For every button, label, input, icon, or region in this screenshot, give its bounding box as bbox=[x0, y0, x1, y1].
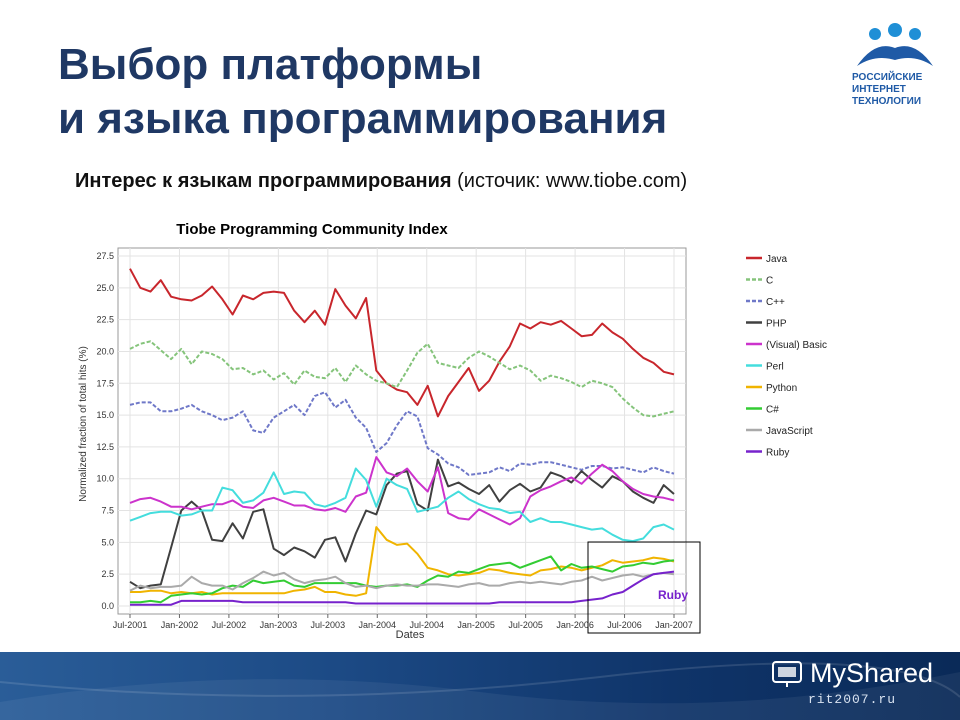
rit-logo-icon bbox=[857, 23, 933, 66]
series-line-java bbox=[129, 268, 675, 418]
legend-label-perl: Perl bbox=[766, 362, 784, 373]
x-axis: Jul-2001 Jan-2002 Jul-2002 Jan-2003 Jul-2003… bbox=[113, 614, 693, 630]
tiobe-chart: Tiobe Programming Community Index 0.0 2.5… bbox=[70, 212, 850, 644]
x-tick-label: Jan-2007 bbox=[655, 620, 693, 630]
y-tick-label: 5.0 bbox=[101, 537, 114, 547]
slide-title: Выбор платформы и языка программирования bbox=[58, 38, 818, 146]
x-tick-label: Jan-2002 bbox=[161, 620, 199, 630]
legend-label-c: C bbox=[766, 276, 773, 287]
series-line-ruby bbox=[130, 570, 675, 606]
logo-line1: РОССИЙСКИЕ bbox=[852, 72, 923, 83]
legend-label-java: Java bbox=[766, 254, 788, 265]
x-tick-label: Jul-2004 bbox=[409, 620, 444, 630]
myshared-logo-icon bbox=[772, 661, 802, 687]
logo-line2: ИНТЕРНЕТ bbox=[852, 84, 906, 95]
legend-label-cpp: C++ bbox=[766, 297, 785, 308]
footer-brand: MyShared bbox=[810, 658, 934, 688]
y-tick-label: 10.0 bbox=[96, 474, 114, 484]
y-tick-label: 27.5 bbox=[96, 251, 114, 261]
series-line-python bbox=[130, 526, 675, 597]
legend-label-visual-basic: (Visual) Basic bbox=[766, 340, 827, 351]
logo-line3: ТЕХНОЛОГИИ bbox=[852, 96, 922, 107]
legend-label-ruby: Ruby bbox=[766, 448, 789, 459]
logo-text: РОССИЙСКИЕ ИНТЕРНЕТ ТЕХНОЛОГИИ bbox=[852, 72, 922, 108]
y-tick-label: 12.5 bbox=[96, 442, 114, 452]
x-tick-label: Jul-2003 bbox=[311, 620, 346, 630]
x-tick-label: Jul-2002 bbox=[212, 620, 247, 630]
series-line-c bbox=[129, 340, 675, 418]
slide-title-line1: Выбор платформы bbox=[58, 40, 483, 89]
legend-label-php: PHP bbox=[766, 319, 787, 330]
x-tick-label: Jan-2005 bbox=[457, 620, 495, 630]
slide-title-line2: и языка программирования bbox=[58, 94, 668, 143]
x-tick-label: Jul-2001 bbox=[113, 620, 148, 630]
y-tick-label: 20.0 bbox=[96, 346, 114, 356]
ruby-highlight-box bbox=[587, 541, 701, 634]
legend-label-javascript: JavaScript bbox=[766, 426, 813, 437]
y-tick-label: 17.5 bbox=[96, 378, 114, 388]
series-line-cpp bbox=[129, 391, 675, 476]
x-tick-label: Jul-2006 bbox=[607, 620, 642, 630]
x-tick-label: Jan-2006 bbox=[556, 620, 594, 630]
chart-caption: Интерес к языкам программирования (источ… bbox=[75, 170, 687, 193]
y-tick-label: 7.5 bbox=[101, 506, 114, 516]
ruby-annotation: Ruby bbox=[658, 588, 688, 602]
footer-site: rit2007.ru bbox=[808, 692, 897, 707]
legend-label-python: Python bbox=[766, 383, 797, 394]
series-line-javascript bbox=[129, 570, 675, 592]
y-tick-label: 22.5 bbox=[96, 315, 114, 325]
y-tick-label: 0.0 bbox=[101, 601, 114, 611]
footer-wave-graphic bbox=[0, 662, 960, 720]
chart-caption-bold: Интерес к языкам программирования bbox=[75, 170, 452, 192]
y-tick-label: 2.5 bbox=[101, 569, 114, 579]
y-tick-label: 25.0 bbox=[96, 283, 114, 293]
y-tick-label: 15.0 bbox=[96, 410, 114, 420]
legend: Java C C++ PHP (Visual) Basic Perl Python C# Jav… bbox=[746, 254, 827, 459]
series-group bbox=[129, 268, 675, 606]
series-line-perl bbox=[129, 467, 675, 543]
plot-area bbox=[117, 247, 687, 615]
chart-title: Tiobe Programming Community Index bbox=[176, 221, 448, 238]
x-tick-label: Jan-2004 bbox=[359, 620, 397, 630]
y-axis: 0.0 2.5 5.0 7.5 10.0 12.5 15.0 17.5 20.0 22.5 25.0… bbox=[96, 251, 114, 611]
x-tick-label: Jan-2003 bbox=[260, 620, 298, 630]
chart-caption-source: (источик: www.tiobe.com) bbox=[451, 170, 688, 192]
x-axis-label: Dates bbox=[396, 629, 425, 641]
legend-label-csharp: C# bbox=[766, 405, 779, 416]
series-line-visual-basic bbox=[129, 456, 675, 526]
x-tick-label: Jul-2005 bbox=[508, 620, 543, 630]
y-axis-label: Normalized fraction of total hits (%) bbox=[78, 346, 89, 502]
